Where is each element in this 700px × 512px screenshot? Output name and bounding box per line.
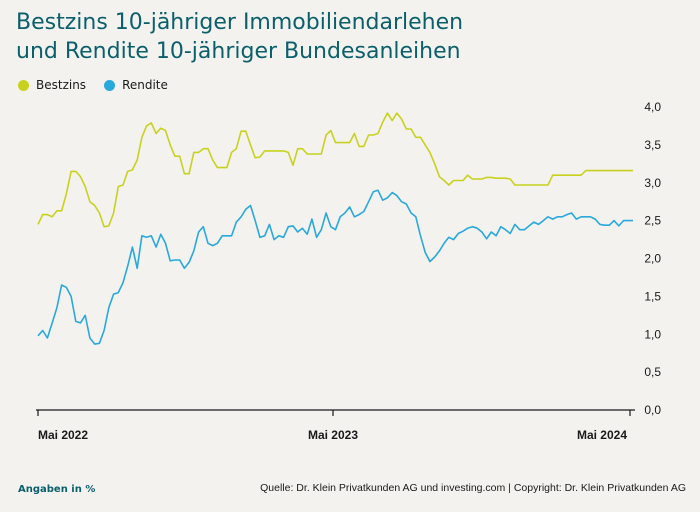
y-tick-label: 1,5 <box>644 289 661 303</box>
legend-label-bestzins: Bestzins <box>36 78 87 92</box>
legend-item-bestzins: Bestzins <box>18 78 86 92</box>
chart-title: Bestzins 10-jähriger Immobiliendarlehen … <box>16 10 464 64</box>
y-tick-label: 3,5 <box>644 138 661 152</box>
series-line-rendite <box>37 189 633 345</box>
y-tick-label: 2,5 <box>644 214 661 228</box>
legend-item-rendite: Rendite <box>104 78 168 92</box>
source-note: Quelle: Dr. Klein Privatkunden AG und in… <box>260 482 686 494</box>
legend-swatch-bestzins <box>18 79 29 91</box>
unit-note: Angaben in % <box>18 484 96 495</box>
y-tick-label: 1,0 <box>644 327 661 341</box>
series-line-bestzins <box>37 112 633 228</box>
legend-swatch-rendite <box>104 79 116 91</box>
chart-legend: Bestzins Rendite <box>18 78 168 92</box>
y-tick-label: 4,0 <box>644 100 661 114</box>
y-tick-label: 3,0 <box>644 176 661 190</box>
x-tick-label: Mai 2024 <box>577 428 627 442</box>
legend-label-rendite: Rendite <box>122 78 168 92</box>
y-tick-label: 0,0 <box>644 403 661 417</box>
x-tick-label: Mai 2022 <box>38 428 88 442</box>
y-tick-label: 2,0 <box>644 252 661 266</box>
line-chart: 4,0 3,5 3,0 2,5 2,0 1,5 1,0 0,5 0,0 Mai 2022 Mai 2… <box>36 100 661 442</box>
y-tick-label: 0,5 <box>644 365 661 379</box>
x-tick-label: Mai 2023 <box>308 428 358 442</box>
